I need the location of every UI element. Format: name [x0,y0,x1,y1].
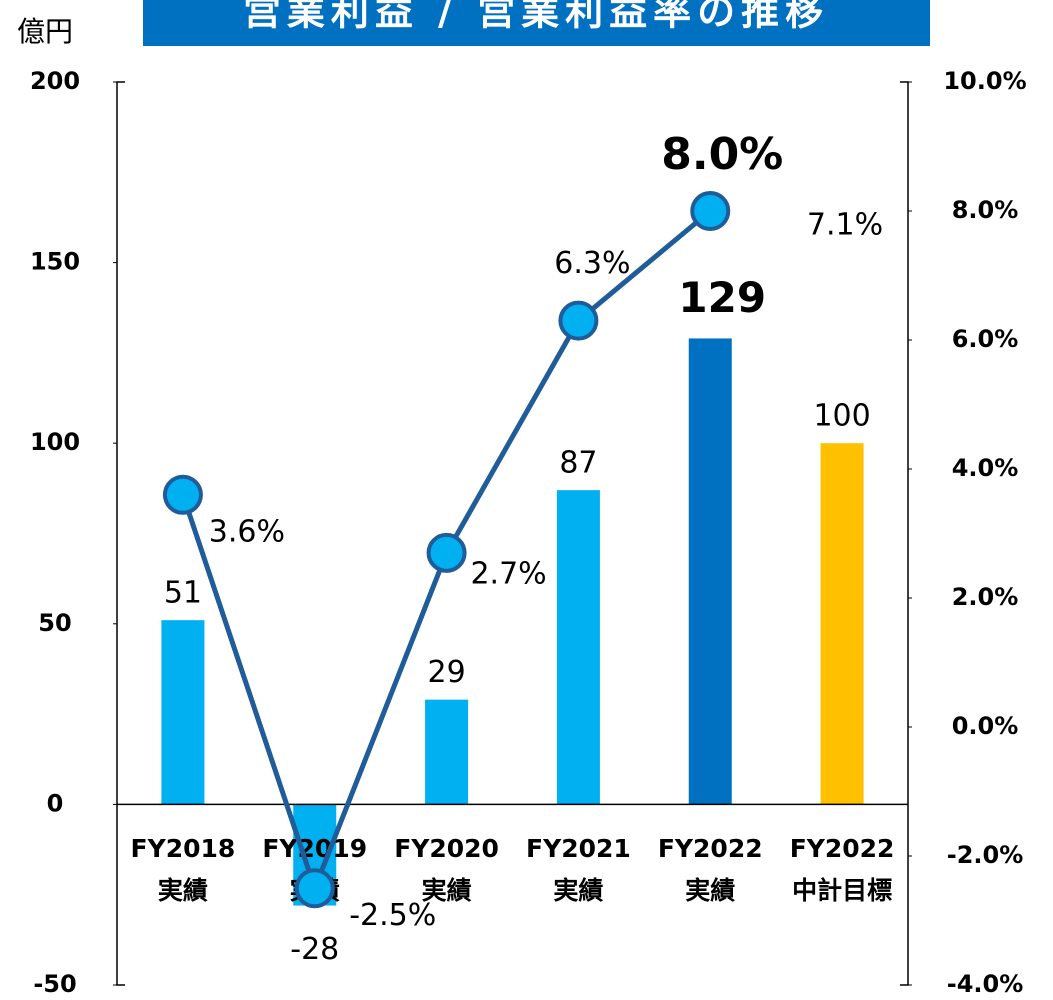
y2-tick-label: 0.0% [952,712,1019,740]
bar [820,443,864,805]
y-tick-label: 200 [30,67,80,95]
x-tick-label: FY2022 [658,834,763,863]
annotation: 7.1% [807,208,883,243]
y2-tick-label: 8.0% [952,196,1019,224]
bar [556,490,600,805]
bar [425,699,469,805]
bar-value-label: -28 [290,932,339,967]
y2-tick-label: 2.0% [952,583,1019,611]
x-tick-label: 実績 [158,876,208,905]
line-marker [426,532,467,573]
bar-value-label: 29 [427,655,465,690]
line-marker [162,474,203,515]
x-tick-label: FY2022 [790,834,895,863]
y-tick-label: -50 [33,970,76,998]
line-value-label: -2.5% [349,898,436,933]
line-value-label: 2.7% [470,556,546,591]
title-box [143,0,930,46]
y-tick-label: 0 [47,789,64,817]
bar-value-label: 87 [559,446,597,481]
line-marker [558,300,599,341]
line-value-label: 3.6% [209,514,285,549]
x-tick-label: 実績 [685,876,735,905]
line-value-label: 8.0% [661,129,783,180]
y2-tick-label: 6.0% [952,325,1019,353]
bar [161,620,205,805]
x-tick-label: FY2020 [394,834,499,863]
y2-tick-label: 4.0% [952,454,1019,482]
y2-axis [900,81,909,986]
line-marker [690,191,731,231]
line-value-label: 6.3% [554,246,630,281]
bar-value-label: 51 [164,576,202,611]
x-tick-label: 実績 [422,876,472,905]
x-tick-label: FY2019 [262,834,367,863]
x-tick-label: FY2018 [131,834,236,863]
y-tick-label: 50 [38,609,71,637]
chart-title: 営業利益 / 営業利益率の推移 [243,0,829,34]
bar-value-label: 129 [678,273,766,322]
y2-tick-label: -2.0% [947,841,1024,869]
bar-value-label: 100 [813,399,870,434]
y-tick-label: 150 [30,248,80,276]
x-tick-label: 実績 [553,876,603,905]
y-axis [116,81,125,986]
line-marker [294,868,335,909]
y-tick-label: 100 [30,428,80,456]
x-tick-label: 中計目標 [792,876,892,905]
x-tick-label: FY2021 [526,834,631,863]
y-unit: 億円 [17,15,73,48]
bar [688,338,732,805]
y2-tick-label: -4.0% [947,970,1024,998]
y2-tick-label: 10.0% [943,67,1026,95]
